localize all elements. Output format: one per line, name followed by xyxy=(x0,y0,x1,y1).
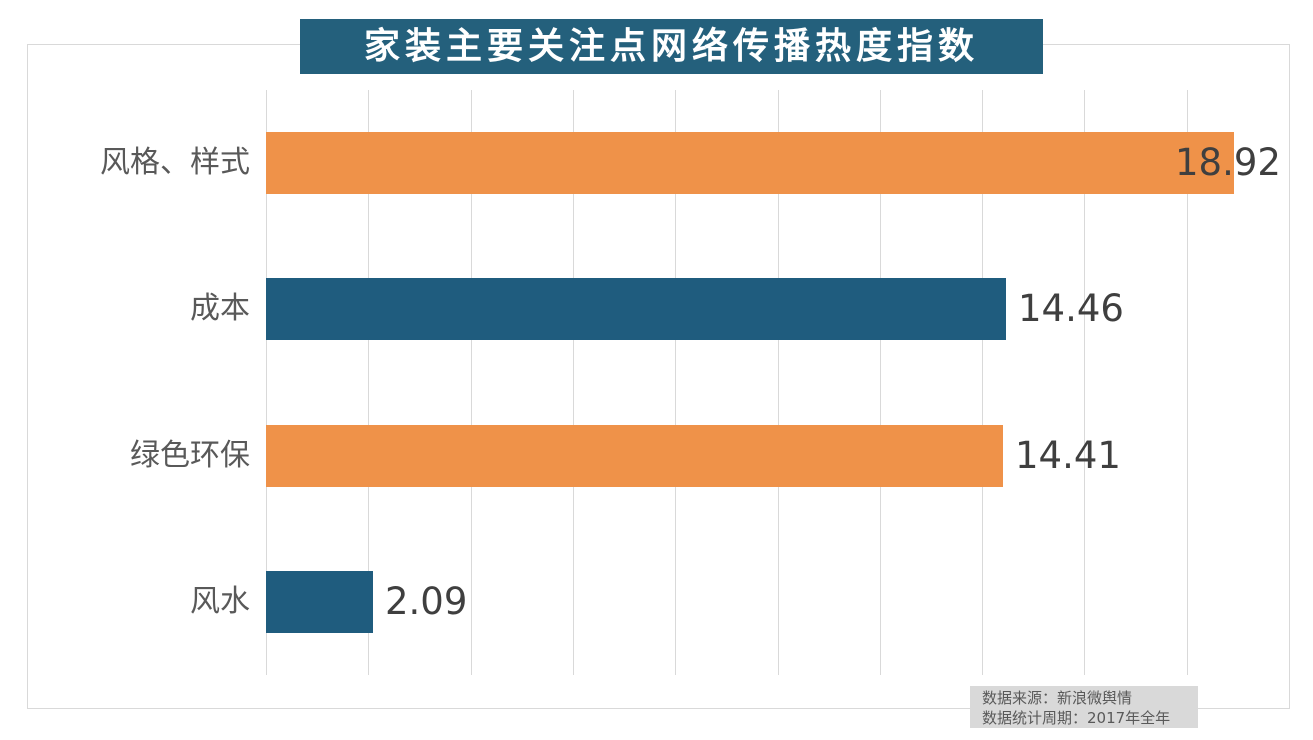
gridline xyxy=(471,90,472,675)
gridline xyxy=(266,90,267,675)
gridline xyxy=(880,90,881,675)
category-label-4: 风水 xyxy=(190,584,250,619)
bar-1 xyxy=(266,132,1234,194)
gridline xyxy=(573,90,574,675)
category-label-3: 绿色环保 xyxy=(130,438,250,473)
gridline xyxy=(1084,90,1085,675)
value-label-1: 18.92 xyxy=(1175,141,1281,184)
gridline xyxy=(368,90,369,675)
chart-title: 家装主要关注点网络传播热度指数 xyxy=(300,19,1043,74)
bar-4 xyxy=(266,571,373,633)
category-label-2: 成本 xyxy=(190,291,250,326)
value-label-2: 14.46 xyxy=(1018,287,1124,330)
plot-area: 18.92 14.46 14.41 2.09 xyxy=(266,90,1290,675)
value-label-4: 2.09 xyxy=(385,580,468,623)
value-label-3: 14.41 xyxy=(1015,434,1121,477)
gridline xyxy=(1187,90,1188,675)
gridline xyxy=(982,90,983,675)
category-label-1: 风格、样式 xyxy=(100,145,250,180)
source-line-2: 数据统计周期：2017年全年 xyxy=(982,709,1171,727)
gridline xyxy=(778,90,779,675)
gridline xyxy=(1289,90,1290,675)
source-note: 数据来源：新浪微舆情 数据统计周期：2017年全年 xyxy=(970,686,1198,728)
source-line-1: 数据来源：新浪微舆情 xyxy=(982,689,1133,707)
gridline xyxy=(675,90,676,675)
bar-2 xyxy=(266,278,1006,340)
bar-3 xyxy=(266,425,1003,487)
